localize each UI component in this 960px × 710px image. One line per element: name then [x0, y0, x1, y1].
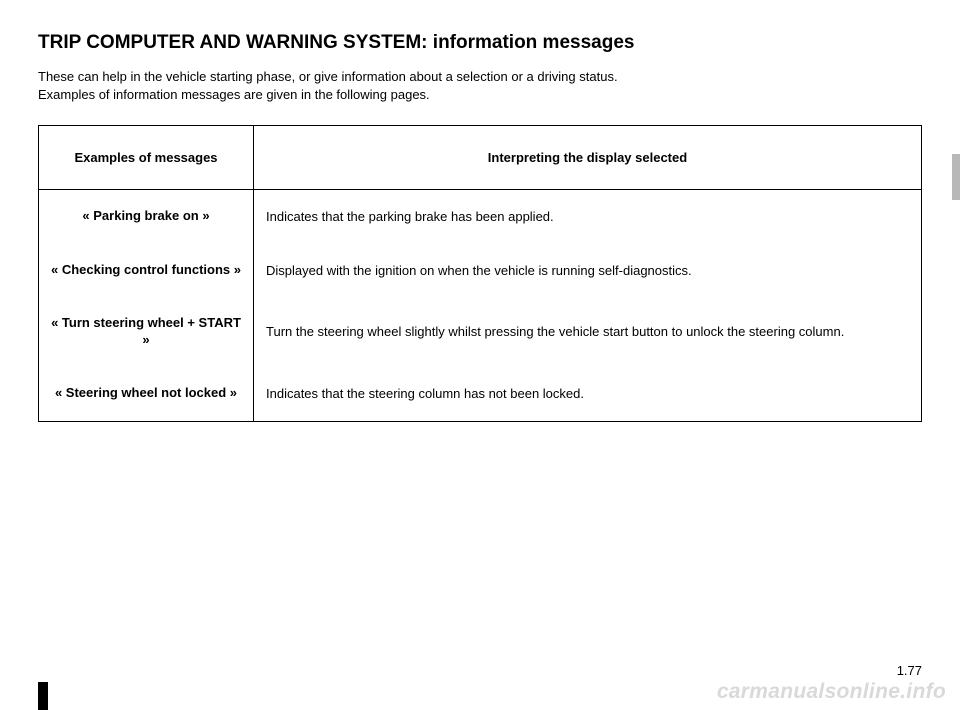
interpretation-cell: Displayed with the ignition on when the … [254, 244, 922, 298]
header-messages: Examples of messages [39, 126, 254, 190]
page-number: 1.77 [897, 663, 922, 678]
watermark: carmanualsonline.info [717, 680, 946, 704]
messages-table: Examples of messages Interpreting the di… [38, 125, 922, 421]
header-interpret: Interpreting the display selected [254, 126, 922, 190]
table-row: « Turn steering wheel + START » Turn the… [39, 297, 922, 367]
interpretation-cell: Indicates that the parking brake has bee… [254, 190, 922, 244]
intro-line2: Examples of information messages are giv… [38, 87, 430, 102]
intro-line1: These can help in the vehicle starting p… [38, 69, 618, 84]
table-row: « Steering wheel not locked » Indicates … [39, 367, 922, 421]
message-cell: « Parking brake on » [39, 190, 254, 244]
side-tab-marker [952, 154, 960, 200]
interpretation-cell: Turn the steering wheel slightly whilst … [254, 297, 922, 367]
message-cell: « Checking control functions » [39, 244, 254, 298]
interpretation-cell: Indicates that the steering column has n… [254, 367, 922, 421]
bottom-crop-mark [38, 682, 48, 710]
page-title: TRIP COMPUTER AND WARNING SYSTEM: inform… [38, 32, 922, 54]
intro-text: These can help in the vehicle starting p… [38, 68, 922, 103]
table-row: « Parking brake on » Indicates that the … [39, 190, 922, 244]
table-header-row: Examples of messages Interpreting the di… [39, 126, 922, 190]
message-cell: « Steering wheel not locked » [39, 367, 254, 421]
message-cell: « Turn steering wheel + START » [39, 297, 254, 367]
table-row: « Checking control functions » Displayed… [39, 244, 922, 298]
